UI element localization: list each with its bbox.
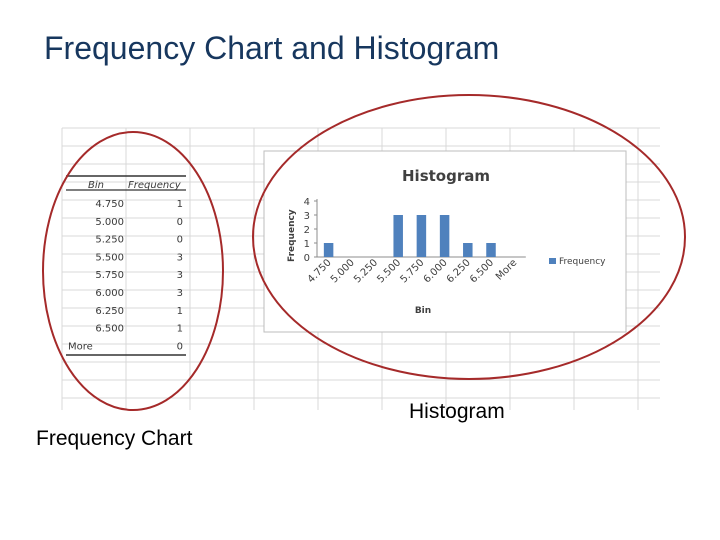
- table-cell-frequency: 3: [177, 252, 183, 263]
- table-cell-bin: 4.750: [95, 199, 124, 210]
- table-cell-frequency: 0: [177, 217, 183, 228]
- histogram-bar: [416, 215, 427, 257]
- y-tick-label: 2: [304, 225, 310, 236]
- table-cell-bin: 5.500: [95, 252, 124, 263]
- legend-swatch: [549, 258, 556, 264]
- histogram-bar: [393, 215, 403, 257]
- table-cell-bin: 6.250: [95, 306, 124, 317]
- table-cell-bin: 5.000: [95, 217, 124, 228]
- table-cell-bin: 6.500: [95, 324, 124, 335]
- table-highlight-ellipse: [42, 131, 224, 411]
- histogram-bar: [486, 243, 496, 257]
- table-cell-frequency: 1: [177, 306, 183, 317]
- y-tick-label: 3: [304, 211, 310, 222]
- chart-highlight-ellipse: [252, 94, 686, 380]
- frequency-chart-caption: Frequency Chart: [36, 427, 193, 450]
- histogram-bar: [439, 215, 450, 257]
- table-cell-frequency: 1: [177, 199, 183, 210]
- table-cell-bin: 5.250: [95, 235, 124, 246]
- table-cell-bin: 5.750: [95, 270, 124, 281]
- slide-title: Frequency Chart and Histogram: [44, 30, 500, 66]
- table-header-frequency: Frequency: [128, 180, 182, 191]
- table-cell-frequency: 0: [177, 235, 183, 246]
- histogram-caption: Histogram: [409, 400, 505, 423]
- table-cell-frequency: 3: [177, 288, 183, 299]
- x-axis-label: Bin: [415, 306, 431, 316]
- table-cell-frequency: 3: [177, 270, 183, 281]
- legend-label: Frequency: [559, 257, 606, 267]
- table-cell-bin: 6.000: [95, 288, 124, 299]
- y-tick-label: 0: [304, 253, 310, 264]
- table-header-bin: Bin: [88, 180, 104, 191]
- y-tick-label: 4: [304, 197, 310, 208]
- table-cell-frequency: 1: [177, 324, 183, 335]
- y-axis-label: Frequency: [287, 209, 297, 262]
- histogram-bar: [323, 243, 334, 257]
- y-tick-label: 1: [304, 239, 310, 250]
- chart-title: Histogram: [402, 167, 490, 185]
- histogram-bar: [463, 243, 473, 257]
- table-cell-bin: More: [68, 341, 93, 352]
- frequency-table: Bin Frequency 4.750 1 5.000 0 5.250 0 5.500 3 5.…: [66, 175, 186, 356]
- table-cell-frequency: 0: [177, 341, 183, 352]
